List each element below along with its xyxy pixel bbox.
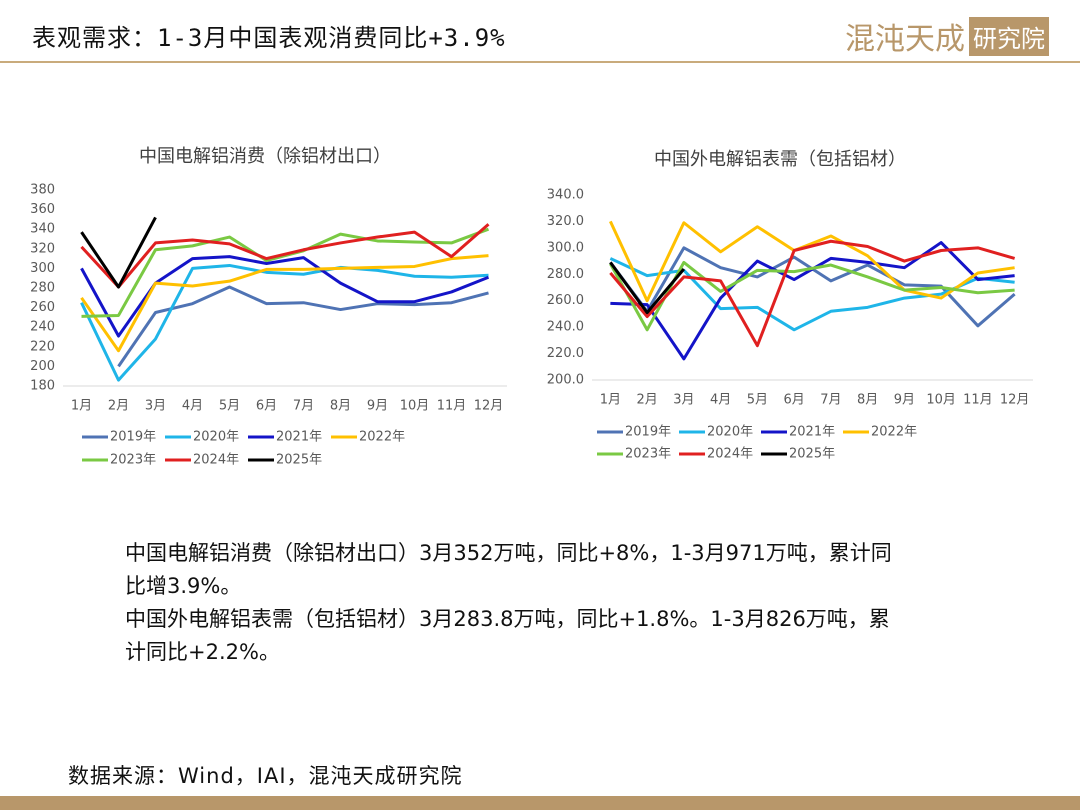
x-tick-label: 10月	[926, 393, 956, 408]
logo: 混沌天成 研究院	[845, 14, 1049, 58]
y-tick-label: 320	[30, 241, 55, 256]
x-tick-label: 1月	[600, 393, 621, 408]
x-tick-label: 12月	[1000, 393, 1030, 408]
series-line	[609, 220, 1015, 303]
paragraph: 中国外电解铝表需（包括铝材）3月283.8万吨，同比+1.8%。1-3月826万…	[125, 607, 890, 664]
source: 数据来源：Wind，IAI，混沌天成研究院	[68, 764, 463, 788]
series-line	[80, 216, 157, 289]
y-tick-label: 340	[30, 222, 55, 237]
series-line	[117, 285, 489, 368]
chart-title: 中国外电解铝表需（包括铝材）	[654, 149, 906, 170]
legend-label: 2020年	[707, 425, 753, 440]
x-tick-label: 6月	[256, 399, 277, 414]
x-tick-label: 11月	[437, 399, 467, 414]
legend-label: 2025年	[789, 447, 835, 462]
legend-label: 2021年	[789, 425, 835, 440]
y-tick-label: 200	[30, 359, 55, 374]
y-tick-label: 200.0	[547, 373, 584, 388]
y-tick-label: 260	[30, 300, 55, 315]
x-tick-label: 8月	[857, 393, 878, 408]
x-tick-label: 3月	[673, 393, 694, 408]
x-tick-label: 7月	[820, 393, 841, 408]
series-line	[80, 223, 490, 289]
body-text: 中国电解铝消费（除铝材出口）3月352万吨，同比+8%，1-3月971万吨，累计…	[125, 537, 900, 669]
y-tick-label: 380	[30, 183, 55, 198]
x-tick-label: 9月	[367, 399, 388, 414]
y-tick-label: 280	[30, 281, 55, 296]
x-tick-label: 5月	[219, 399, 240, 414]
x-tick-label: 4月	[182, 399, 203, 414]
x-tick-label: 3月	[145, 399, 166, 414]
header-rule	[0, 61, 1080, 63]
y-tick-label: 360	[30, 202, 55, 217]
x-tick-label: 4月	[710, 393, 731, 408]
y-tick-label: 180	[30, 379, 55, 394]
x-tick-label: 7月	[293, 399, 314, 414]
x-tick-label: 8月	[330, 399, 351, 414]
series-line	[609, 261, 686, 315]
legend-label: 2019年	[625, 425, 671, 440]
x-tick-label: 10月	[400, 399, 430, 414]
charts: 中国电解铝消费（除铝材出口） 180 200 220 240 260 280 300 320 34…	[30, 146, 1033, 468]
y-tick-label: 300	[30, 261, 55, 276]
legend-label: 2024年	[707, 447, 753, 462]
legend-label: 2019年	[110, 430, 156, 445]
legend-label: 2021年	[276, 430, 322, 445]
x-tick-label: 9月	[894, 393, 915, 408]
x-tick-label: 2月	[108, 399, 129, 414]
chart-title: 中国电解铝消费（除铝材出口）	[139, 146, 391, 167]
y-tick-label: 220	[30, 339, 55, 354]
logo-text: 混沌天成	[845, 22, 965, 57]
series-line	[609, 260, 1015, 332]
y-tick-label: 220.0	[547, 346, 584, 361]
x-tick-label: 1月	[71, 399, 92, 414]
legend-label: 2022年	[871, 425, 917, 440]
x-tick-label: 5月	[747, 393, 768, 408]
logo-box: 研究院	[969, 16, 1049, 56]
legend-label: 2022年	[359, 430, 405, 445]
page-title: 表观需求：1-3月中国表观消费同比+3.9%	[32, 24, 506, 52]
series-line	[609, 239, 1016, 348]
legend-label: 2020年	[193, 430, 239, 445]
y-tick-label: 280.0	[547, 267, 584, 282]
x-tick-label: 2月	[636, 393, 657, 408]
series-line	[80, 254, 489, 353]
y-tick-label: 320.0	[547, 214, 584, 229]
legend-label: 2023年	[110, 453, 156, 468]
footer-band	[0, 796, 1080, 810]
legend-label: 2024年	[193, 453, 239, 468]
x-tick-label: 6月	[783, 393, 804, 408]
y-tick-label: 340.0	[547, 188, 584, 203]
y-tick-label: 240	[30, 320, 55, 335]
y-tick-label: 300.0	[547, 240, 584, 255]
y-tick-label: 260.0	[547, 293, 584, 308]
legend-label: 2025年	[276, 453, 322, 468]
paragraph: 中国电解铝消费（除铝材出口）3月352万吨，同比+8%，1-3月971万吨，累计…	[125, 541, 892, 598]
legend-label: 2023年	[625, 447, 671, 462]
x-tick-label: 12月	[474, 399, 504, 414]
series-line	[80, 263, 489, 382]
x-tick-label: 11月	[963, 393, 993, 408]
y-tick-label: 240.0	[547, 320, 584, 335]
